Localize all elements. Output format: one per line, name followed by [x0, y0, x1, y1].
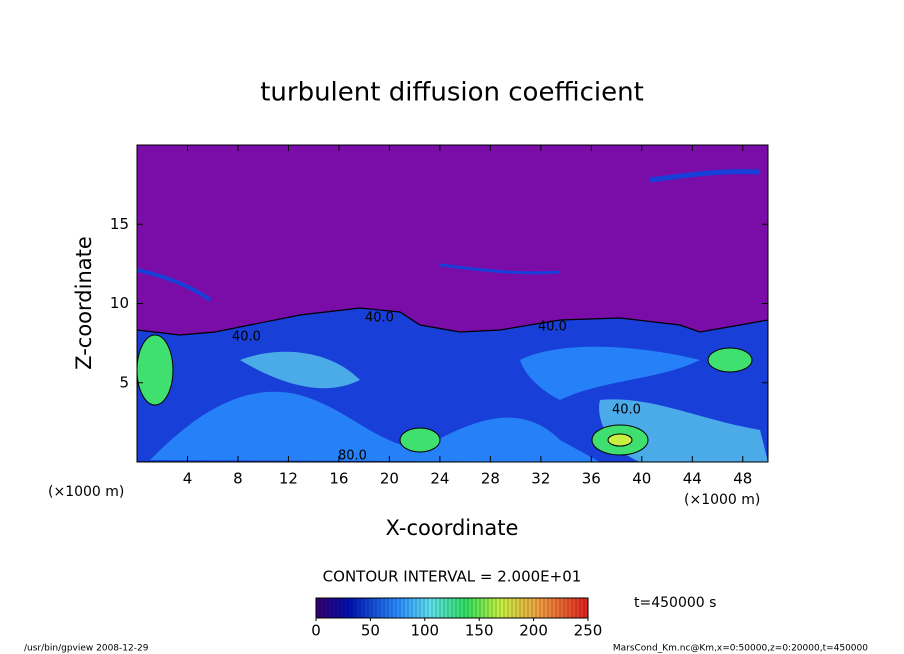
x-axis-label: X-coordinate — [386, 516, 519, 540]
y-tick-label: 10 — [110, 294, 129, 312]
x-tick-label: 40 — [632, 470, 651, 488]
x-tick-label: 32 — [531, 470, 550, 488]
colorbar-tick-label: 250 — [574, 622, 603, 640]
contour-interval: CONTOUR INTERVAL = 2.000E+01 — [323, 568, 582, 586]
x-tick-label: 12 — [279, 470, 298, 488]
field-blob — [137, 334, 174, 406]
field-streak — [439, 263, 561, 275]
y-tick-label: 15 — [110, 215, 129, 233]
colorbar-tick-label: 200 — [519, 622, 548, 640]
contour-label: 80.0 — [338, 449, 367, 464]
footer-right: MarsCond_Km.nc@Km,x=0:50000,z=0:20000,t=… — [613, 644, 868, 654]
x-tick-label: 48 — [733, 470, 752, 488]
field-streak — [137, 268, 212, 302]
x-tick-label: 20 — [380, 470, 399, 488]
field-blob — [707, 347, 753, 373]
field-blob — [607, 433, 633, 447]
x-tick-label: 24 — [430, 470, 449, 488]
field-streak — [649, 169, 761, 183]
colorbar-tick-label: 0 — [311, 622, 321, 640]
colorbar-tick-label: 50 — [361, 622, 380, 640]
y-axis-label: Z-coordinate — [72, 236, 96, 370]
contour-label: 40.0 — [538, 320, 567, 335]
x-unit: (×1000 m) — [48, 484, 124, 500]
chart-title: turbulent diffusion coefficient — [260, 78, 644, 108]
colorbar-tick-label: 100 — [410, 622, 439, 640]
colorbar-tick-label: 150 — [465, 622, 494, 640]
contour-label: 40.0 — [365, 311, 394, 326]
x-tick-label: 16 — [329, 470, 348, 488]
x-tick-label: 28 — [481, 470, 500, 488]
x-tick-label: 4 — [183, 470, 193, 488]
x-tick-label: 8 — [233, 470, 243, 488]
time-label: t=450000 s — [634, 595, 716, 611]
contour-label: 40.0 — [612, 403, 641, 418]
contour-label: 40.0 — [232, 330, 261, 345]
field-swirl — [150, 391, 600, 462]
field-swirl — [240, 351, 360, 389]
footer-left: /usr/bin/gpview 2008-12-29 — [24, 644, 149, 654]
field-blob — [399, 427, 441, 453]
x-tick-label: 44 — [683, 470, 702, 488]
x-tick-label: 36 — [582, 470, 601, 488]
y-tick-label: 5 — [119, 373, 129, 391]
field-swirl — [520, 346, 700, 400]
y-unit: (×1000 m) — [684, 492, 760, 508]
field: 40.0 40.0 40.0 40.0 80.0 — [137, 145, 768, 464]
